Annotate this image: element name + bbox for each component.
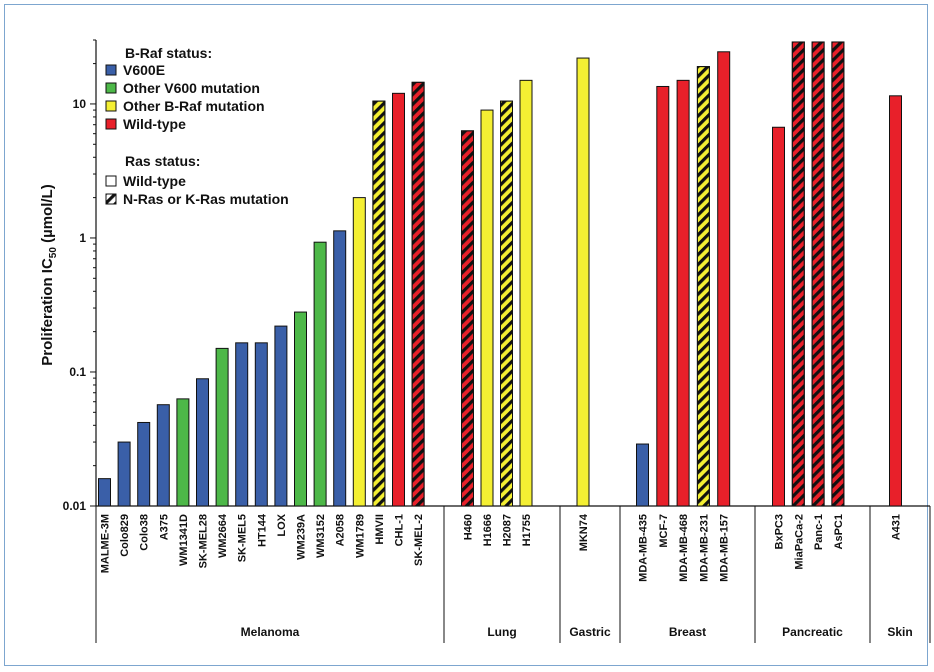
legend-braf-title: B-Raf status: <box>125 45 212 61</box>
bar <box>137 421 151 507</box>
x-tick-label: A375 <box>158 514 170 540</box>
legend-swatch-hatch <box>105 193 117 205</box>
x-tick-label: AsPC1 <box>833 514 845 549</box>
x-tick-label: Panc-1 <box>813 514 825 550</box>
bar-hatch <box>696 66 710 507</box>
x-tick-label: MDA-MB-231 <box>698 514 710 582</box>
legend-label: Other B-Raf mutation <box>123 98 265 114</box>
x-tick-label: MCF-7 <box>658 514 670 548</box>
legend-label: V600E <box>123 62 165 78</box>
bar <box>196 378 209 507</box>
x-tick-label: H1666 <box>482 514 494 546</box>
bar <box>294 311 307 507</box>
bar-hatch <box>461 130 474 507</box>
x-tick-label: CHL-1 <box>394 514 406 546</box>
legend-swatch <box>105 100 117 112</box>
x-tick-label: H1755 <box>521 514 533 546</box>
x-tick-label: MDA-MB-468 <box>678 514 690 582</box>
bar-hatch <box>372 100 386 507</box>
bar <box>717 51 731 507</box>
x-tick-label: MDA-MB-157 <box>719 514 731 582</box>
x-tick-label: SK-MEL-2 <box>413 514 425 566</box>
legend-label: Wild-type <box>123 173 186 189</box>
bar-hatch <box>500 100 513 507</box>
legend-label: N-Ras or K-Ras mutation <box>123 191 289 207</box>
bar <box>392 92 405 507</box>
x-tick-label: WM1789 <box>354 514 366 558</box>
y-tick-label: 1 <box>79 231 86 245</box>
bar <box>254 342 268 507</box>
bar-hatch <box>831 41 845 507</box>
bar <box>98 478 111 507</box>
group-label: Skin <box>887 625 912 639</box>
x-tick-label: HMVII <box>374 514 386 545</box>
x-tick-label: BxPC3 <box>774 514 786 549</box>
legend-swatch <box>105 82 117 94</box>
y-tick-label: 0.1 <box>69 365 86 379</box>
bar <box>176 398 190 507</box>
bar-hatch <box>411 81 425 507</box>
x-tick-label: MDA-MB-435 <box>638 514 650 582</box>
x-tick-label: MALME-3M <box>100 514 112 573</box>
y-tick-label: 0.01 <box>63 499 87 513</box>
x-tick-label: LOX <box>276 513 288 536</box>
bar <box>772 126 785 507</box>
x-tick-label: MiaPaCa-2 <box>793 514 805 570</box>
x-tick-label: Colo38 <box>139 514 151 551</box>
legend-label: Other V600 mutation <box>123 80 260 96</box>
legend-ras-title: Ras status: <box>125 153 200 169</box>
x-tick-label: Colo829 <box>119 514 131 557</box>
legend-swatch <box>105 118 117 130</box>
bar <box>352 197 366 507</box>
group-label: Lung <box>487 625 516 639</box>
bar <box>519 79 533 507</box>
x-tick-label: WM2664 <box>217 513 229 558</box>
x-tick-label: WM1341D <box>178 514 190 566</box>
bar <box>889 95 902 507</box>
group-label: Melanoma <box>241 625 300 639</box>
bar <box>313 241 327 507</box>
x-tick-label: H460 <box>463 514 475 540</box>
x-tick-label: SK-MEL5 <box>237 514 249 562</box>
bar <box>235 342 249 507</box>
bar <box>480 109 494 507</box>
bar <box>117 441 131 507</box>
bar-hatch <box>811 41 825 507</box>
group-label: Pancreatic <box>782 625 843 639</box>
x-tick-label: A431 <box>891 514 903 540</box>
x-tick-label: A2058 <box>335 514 347 546</box>
bar <box>333 230 347 507</box>
y-tick-label: 10 <box>73 97 87 111</box>
bar <box>215 347 229 507</box>
legend-swatch <box>105 64 117 76</box>
bar <box>576 57 590 507</box>
x-tick-label: MKN74 <box>578 513 590 551</box>
bar <box>656 85 670 507</box>
bar <box>636 443 649 507</box>
x-tick-label: SK-MEL28 <box>198 514 210 568</box>
x-tick-label: HT144 <box>256 513 268 547</box>
bar-hatch <box>791 41 805 507</box>
bar <box>156 404 170 507</box>
legend-label: Wild-type <box>123 116 186 132</box>
group-label: Gastric <box>569 625 611 639</box>
bar <box>274 325 288 507</box>
x-tick-label: H2087 <box>502 514 514 546</box>
y-axis-label: Proliferation IC50 (µmol/L) <box>39 184 59 365</box>
group-label: Breast <box>669 625 706 639</box>
bar <box>676 79 690 507</box>
legend-swatch <box>105 175 117 187</box>
x-tick-label: WM239A <box>296 514 308 560</box>
x-tick-label: WM3152 <box>315 514 327 558</box>
